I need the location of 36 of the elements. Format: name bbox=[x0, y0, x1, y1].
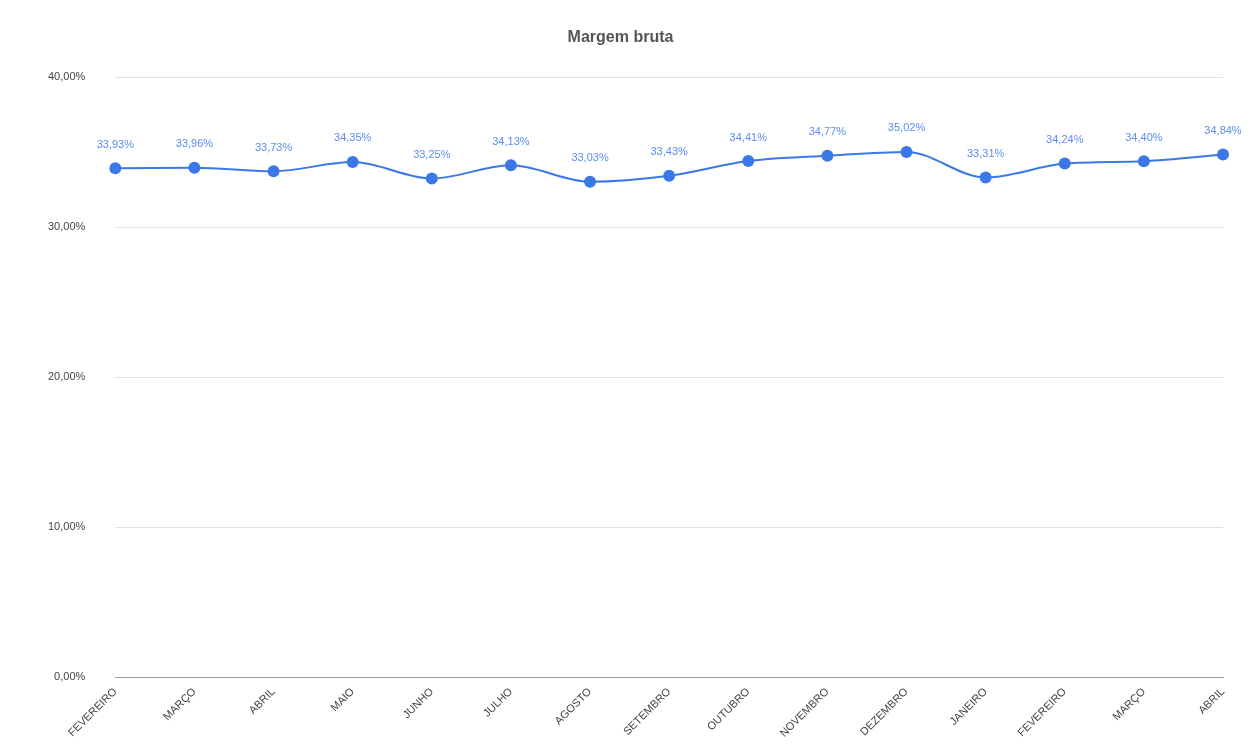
data-label: 34,24% bbox=[1046, 133, 1084, 146]
y-tick-label: 10,00% bbox=[48, 520, 86, 533]
point bbox=[504, 159, 517, 172]
point bbox=[900, 145, 913, 158]
data-label: 34,40% bbox=[1125, 130, 1163, 143]
point bbox=[1058, 157, 1071, 170]
point bbox=[267, 165, 280, 178]
point bbox=[1217, 148, 1229, 161]
point bbox=[663, 169, 676, 182]
y-tick-label: 30,00% bbox=[48, 220, 86, 233]
y-tick-label: 20,00% bbox=[48, 370, 86, 383]
point bbox=[425, 172, 438, 185]
chart-title: Margem bruta bbox=[567, 28, 674, 46]
point bbox=[821, 149, 834, 162]
point bbox=[979, 171, 992, 184]
point bbox=[109, 162, 122, 175]
data-label: 34,35% bbox=[334, 131, 372, 144]
point bbox=[346, 155, 359, 168]
data-label: 33,73% bbox=[254, 140, 293, 153]
data-label: 33,25% bbox=[413, 148, 451, 160]
data-label: 33,03% bbox=[571, 151, 609, 164]
data-label: 33,31% bbox=[966, 147, 1005, 160]
data-label: 34,13% bbox=[492, 134, 530, 147]
point bbox=[742, 155, 755, 168]
data-label: 34,41% bbox=[729, 130, 768, 143]
data-label: 34,77% bbox=[808, 125, 847, 138]
point bbox=[584, 175, 597, 188]
y-tick-label: 0,00% bbox=[54, 670, 86, 683]
data-label: 33,93% bbox=[96, 137, 135, 150]
y-tick-label: 40,00% bbox=[48, 70, 86, 83]
point bbox=[1137, 155, 1150, 168]
data-label: 33,96% bbox=[175, 137, 214, 150]
data-label: 34,84% bbox=[1204, 124, 1242, 137]
data-label: 33,43% bbox=[650, 145, 689, 158]
data-label: 35,02% bbox=[887, 121, 926, 134]
point bbox=[188, 161, 201, 174]
